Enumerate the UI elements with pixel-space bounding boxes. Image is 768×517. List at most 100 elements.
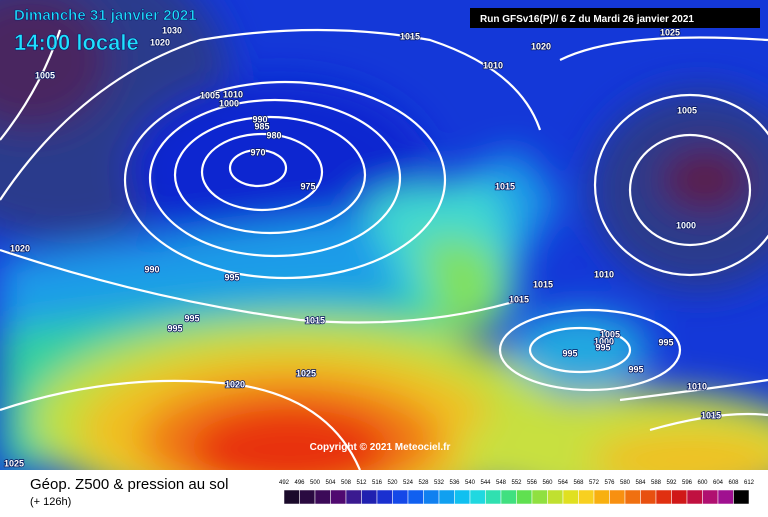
scale-label: 580	[620, 480, 631, 486]
isobar-labels: 1005103010201015102010101025100510001010…	[3, 25, 722, 470]
scale-swatch	[655, 489, 672, 505]
isobar-label: 995	[167, 323, 182, 333]
scale-swatch	[283, 489, 300, 505]
isobar-label: 1005	[600, 329, 620, 339]
scale-swatch	[376, 489, 393, 505]
isobar-label: 1015	[533, 279, 553, 289]
isobar-label: 995	[628, 364, 643, 374]
isobar-label: 1005	[200, 90, 220, 100]
scale-label: 588	[651, 480, 662, 486]
scale-swatch	[423, 489, 440, 505]
scale-swatch	[547, 489, 564, 505]
scale-swatch	[624, 489, 641, 505]
scale-swatch	[733, 489, 750, 505]
scale-label: 496	[294, 480, 305, 486]
isobar-label: 1005	[677, 105, 697, 115]
scale-label: 596	[682, 480, 693, 486]
scale-label: 520	[387, 480, 398, 486]
scale-swatch	[454, 489, 471, 505]
scale-label: 504	[325, 480, 336, 486]
scale-swatch	[562, 489, 579, 505]
scale-swatch	[361, 489, 378, 505]
forecast-date: Dimanche 31 janvier 2021	[14, 7, 197, 24]
isobar-label: 1000	[676, 220, 696, 230]
isobar-label: 1015	[509, 294, 529, 304]
scale-swatch	[299, 489, 316, 505]
color-scale: 492 496 500 504 508 512 516 520 524 528 532 536 540 5…	[279, 480, 755, 505]
isobar-label: 1025	[660, 27, 680, 37]
scale-label: 524	[403, 480, 414, 486]
isobar-label: 1010	[483, 60, 503, 70]
isobar-label: 980	[266, 130, 281, 140]
scale-label: 612	[744, 480, 755, 486]
isobar-label: 1010	[594, 269, 614, 279]
scale-label: 508	[341, 480, 352, 486]
scale-swatch	[686, 489, 703, 505]
scale-swatch	[640, 489, 657, 505]
run-box	[470, 8, 760, 28]
isobar-label: 1025	[4, 458, 24, 468]
scale-swatch	[609, 489, 626, 505]
scale-label: 604	[713, 480, 724, 486]
isobar-label: 990	[144, 264, 159, 274]
isobar-label: 1020	[10, 243, 30, 253]
isobar-label: 1020	[150, 37, 170, 47]
isobar-label: 995	[562, 348, 577, 358]
isobar-label: 1020	[225, 379, 245, 389]
scale-label: 572	[589, 480, 600, 486]
scale-swatch	[469, 489, 486, 505]
scale-label: 576	[604, 480, 615, 486]
scale-label: 528	[418, 480, 429, 486]
scale-label: 568	[573, 480, 584, 486]
isobar-label: 995	[658, 337, 673, 347]
scale-label: 512	[356, 480, 367, 486]
scale-swatch	[314, 489, 331, 505]
scale-swatch	[516, 489, 533, 505]
scale-label: 492	[279, 480, 290, 486]
isobar-label: 1015	[400, 31, 420, 41]
isobar-label: 975	[300, 181, 315, 191]
isobar-label: 1030	[162, 25, 182, 35]
scale-label: 540	[465, 480, 476, 486]
scale-label: 552	[511, 480, 522, 486]
isobar-label: 1015	[305, 315, 325, 325]
scale-swatch	[500, 489, 517, 505]
isobar-label: 1020	[531, 41, 551, 51]
scale-swatch	[485, 489, 502, 505]
scale-swatch	[345, 489, 362, 505]
scale-label: 500	[310, 480, 321, 486]
isobar-label: 1000	[219, 98, 239, 108]
scale-label: 592	[666, 480, 677, 486]
isobar-label: 1025	[296, 368, 316, 378]
scale-label: 584	[635, 480, 646, 486]
scale-label: 536	[449, 480, 460, 486]
scale-swatch	[593, 489, 610, 505]
scale-swatch	[578, 489, 595, 505]
isobar-label: 995	[184, 313, 199, 323]
isobar-label: 985	[254, 121, 269, 131]
scale-swatch	[702, 489, 719, 505]
isobar-label: 1010	[223, 89, 243, 99]
scale-label: 548	[496, 480, 507, 486]
isobar-label: 970	[250, 147, 265, 157]
scale-label: 564	[558, 480, 569, 486]
scale-swatch	[438, 489, 455, 505]
isobar-label: 1015	[701, 410, 721, 420]
forecast-time: 14:00 locale	[14, 30, 139, 55]
run-info: Run GFSv16(P)// 6 Z du Mardi 26 janvier …	[480, 14, 694, 25]
scale-swatch	[407, 489, 424, 505]
scale-label: 608	[728, 480, 739, 486]
scale-swatch	[531, 489, 548, 505]
scale-swatch	[392, 489, 409, 505]
scale-label: 560	[542, 480, 553, 486]
scale-swatch	[671, 489, 688, 505]
isobar-label: 1000	[594, 336, 614, 346]
isobar-label: 1005	[35, 70, 55, 80]
scale-swatch	[717, 489, 734, 505]
scale-label: 544	[480, 480, 491, 486]
lead-time: (+ 126h)	[30, 496, 71, 508]
isobar-label: 995	[595, 342, 610, 352]
footer-title: Géop. Z500 & pression au sol	[30, 476, 228, 493]
isobar-label: 990	[252, 114, 267, 124]
